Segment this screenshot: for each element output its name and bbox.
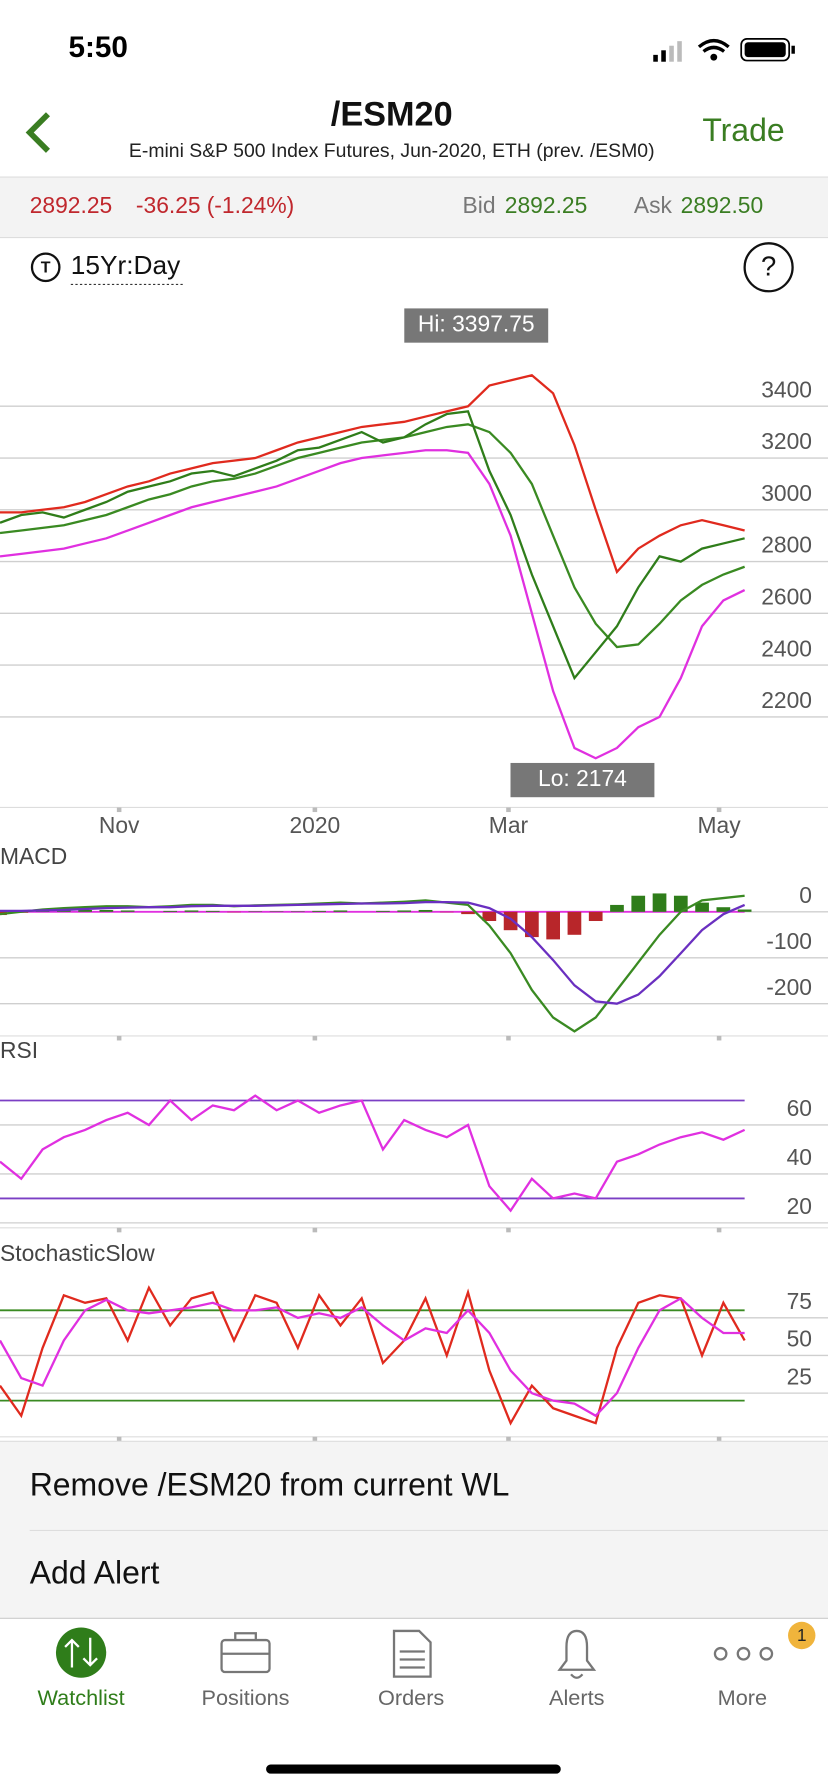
symbol: /ESM20 [331,96,453,134]
annotation: Hi: 3397.75 [418,311,535,337]
tab-label[interactable]: More [718,1685,767,1710]
histogram-bar [333,910,348,912]
histogram-bar [525,911,539,938]
annotation-box [510,762,655,798]
bid: 2892.25 [505,192,588,218]
histogram-bar [610,904,624,912]
y-tick-label: 3400 [761,376,812,402]
y-tick-label: 40 [787,1144,812,1170]
histogram-bar [312,910,326,912]
x-tick-label: May [698,812,742,838]
y-tick-label: 0 [799,882,812,908]
menu-item[interactable]: Add Alert [30,1554,160,1590]
panel-title: StochasticSlow [0,1240,155,1266]
timeframe-icon[interactable] [30,252,61,283]
help-button[interactable] [743,242,794,293]
histogram-bar [205,910,220,912]
histogram-bar [99,909,114,912]
tab-icons [55,1621,816,1679]
timeframe-icon-letter: T [41,260,51,277]
status-time: 5:50 [69,31,128,64]
y-tick-label: 3000 [761,480,812,506]
ask-label: Ask [634,192,673,218]
series-line [0,1094,746,1213]
change-pct: (-1.24%) [207,192,295,218]
histogram-bar [737,909,752,912]
y-tick-label: 25 [787,1363,812,1389]
quote-bar [0,177,828,238]
y-tick-label: 75 [787,1288,812,1314]
back-button[interactable] [25,112,50,153]
histogram-bar [120,910,135,912]
series-line [0,373,745,575]
series-line [0,423,746,649]
home-indicator [266,1764,561,1774]
y-tick-label: 3200 [761,428,812,454]
y-tick-label: 20 [787,1193,812,1219]
panel-title: MACD [0,843,67,869]
series-line [0,410,745,681]
annotation: Lo: 2174 [538,765,627,791]
tab-label[interactable]: Watchlist [38,1685,125,1710]
x-tick-label: Nov [99,812,140,838]
x-tick-label: 2020 [289,812,340,838]
histogram-bar [78,909,92,912]
histogram-bar [673,895,688,912]
histogram-bar [567,911,582,935]
annotation-box [404,308,549,343]
y-tick-label: 60 [787,1095,812,1121]
status-icons [653,38,795,62]
y-tick-label: 2800 [761,532,812,558]
series-line [0,901,746,1005]
histogram-bar [163,910,178,912]
menu-item[interactable]: Remove /ESM20 from current WL [30,1466,510,1502]
histogram-bar [503,911,518,931]
x-tick-label: Mar [489,812,529,838]
ask: 2892.50 [681,192,764,218]
y-tick-label: 2200 [761,687,812,713]
timeframe[interactable]: 15Yr:Day [71,250,181,280]
bid-label: Bid [463,192,496,218]
y-tick-label: 50 [787,1326,812,1352]
histogram-bar [546,911,561,940]
last-price: 2892.25 [30,192,113,218]
tab-bar: Watchlist Positions Orders Alerts More 1 [38,1625,807,1710]
series-line [0,449,746,760]
series-line [0,1296,745,1418]
histogram-bar [482,911,497,922]
histogram-bar [695,902,709,912]
histogram-bar [184,910,199,912]
tab-label[interactable]: Alerts [549,1685,605,1710]
histogram-bar [631,895,646,912]
charts: 2200 2400 2600 2800 3000 3200 3400 Nov 2020 Mar Ma… [0,308,828,1442]
y-tick-label: -100 [766,928,812,954]
histogram-bar [652,893,667,912]
tab-label[interactable]: Orders [378,1685,444,1710]
tab-badge: 1 [797,1625,807,1645]
histogram-bar [397,910,412,912]
histogram-bar [376,910,390,912]
help-icon: ? [761,251,776,282]
histogram-bar [588,911,603,922]
panel-title: RSI [0,1037,38,1063]
description: E-mini S&P 500 Index Futures, Jun-2020, … [129,140,655,162]
histogram-bar [461,911,475,915]
change: -36.25 [136,192,201,218]
series-line [0,1285,746,1426]
y-tick-label: -200 [766,974,812,1000]
tab-label[interactable]: Positions [202,1685,290,1710]
y-tick-label: 2400 [761,635,812,661]
histogram-bar [418,909,433,912]
histogram-bar [716,907,731,912]
y-tick-label: 2600 [761,584,812,610]
trade-button[interactable]: Trade [702,112,784,148]
